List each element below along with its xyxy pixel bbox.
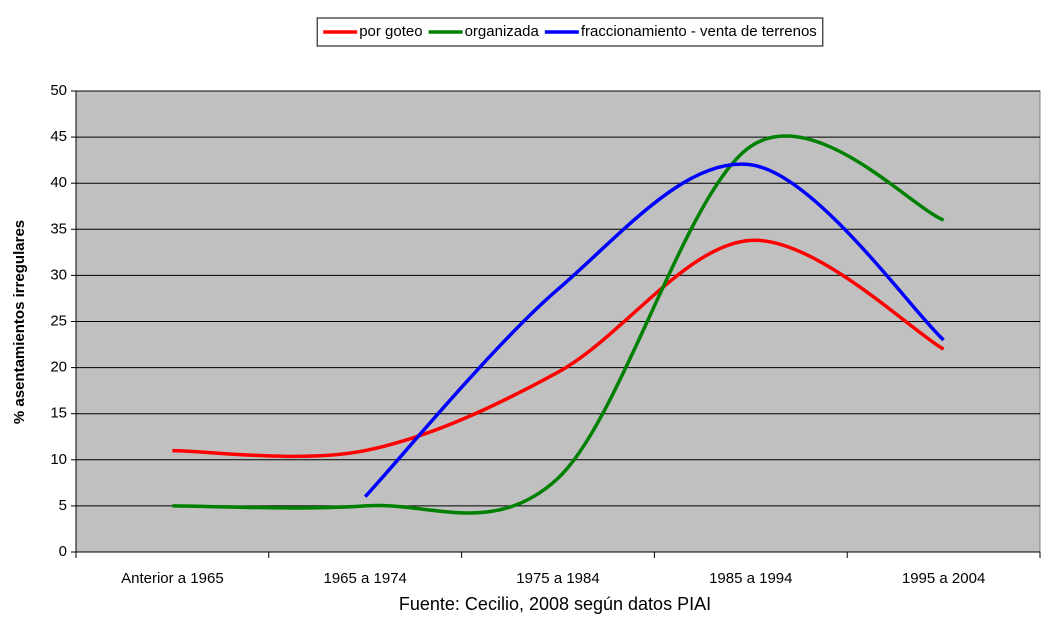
y-tick-label: 30 — [50, 266, 67, 283]
series-line — [172, 238, 945, 459]
y-tick-label: 5 — [59, 497, 67, 514]
y-tick-label: 45 — [50, 128, 67, 145]
x-tick-label: Anterior a 1965 — [121, 570, 224, 587]
legend-label: organizada — [465, 23, 540, 40]
series-line — [172, 134, 945, 515]
x-tick-label: 1965 a 1974 — [323, 570, 406, 587]
x-tick-label: 1975 a 1984 — [516, 570, 599, 587]
y-tick-label: 25 — [50, 312, 67, 329]
y-tick-label: 35 — [50, 220, 67, 237]
caption: Fuente: Cecilio, 2008 según datos PIAI — [399, 594, 711, 614]
x-tick-label: 1995 a 2004 — [902, 570, 985, 587]
legend-label: por goteo — [359, 23, 422, 40]
y-tick-label: 50 — [50, 82, 67, 99]
legend-label: fraccionamiento - venta de terrenos — [581, 23, 817, 40]
y-tick-label: 15 — [50, 405, 67, 422]
y-axis-label: % asentamientos irregulares — [11, 220, 28, 424]
y-tick-label: 0 — [59, 543, 67, 560]
y-tick-label: 20 — [50, 359, 67, 376]
series-line — [363, 162, 945, 498]
y-tick-label: 40 — [50, 174, 67, 191]
y-tick-label: 10 — [50, 451, 67, 468]
x-tick-label: 1985 a 1994 — [709, 570, 792, 587]
